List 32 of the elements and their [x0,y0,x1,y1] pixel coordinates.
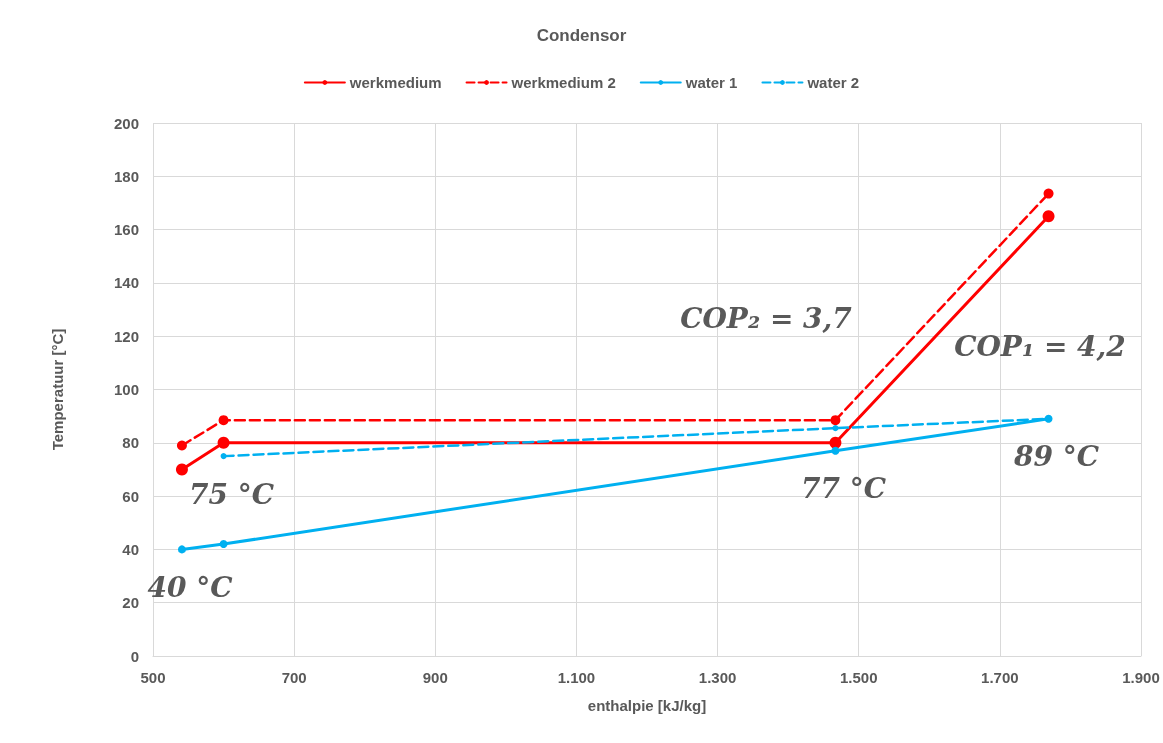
y-tick-label: 0 [130,647,139,665]
x-tick-label: 1.700 [981,669,1019,686]
x-tick-label: 1.500 [839,669,878,686]
x-axis-title: enthalpie [kJ/kg] [587,697,707,714]
annotation: 40 °C [147,570,234,604]
legend-label: werkmedium [348,74,442,91]
y-tick-label: 160 [113,221,139,239]
y-tick-label: 80 [122,434,139,452]
x-tick-label: 900 [422,669,448,686]
x-tick-label: 500 [140,669,166,686]
legend-label: water 1 [684,74,738,91]
y-tick-label: 100 [113,381,139,398]
y-tick-label: 40 [122,540,139,558]
annotation: 89 °C [1013,440,1100,474]
x-tick-label: 700 [281,669,307,686]
x-tick-label: 1.300 [698,669,737,686]
chart-title: Condensor [536,26,627,45]
y-tick-label: 120 [113,327,139,345]
y-tick-label: 60 [122,487,139,505]
annotation: COP₂ = 3,7 [680,301,853,335]
annotation: COP₁ = 4,2 [954,329,1126,363]
y-tick-label: 180 [113,167,139,185]
y-axis-title: Temperatuur [°C] [49,328,66,451]
legend-label: werkmedium 2 [510,74,616,91]
x-tick-label: 1.100 [557,669,596,686]
y-tick-label: 140 [113,274,139,292]
annotation: 75 °C [189,477,275,511]
x-tick-label: 1.900 [1122,669,1160,686]
y-tick-label: 20 [122,594,139,612]
legend-label: water 2 [806,74,860,91]
y-tick-label: 200 [113,114,139,132]
annotation: 77 °C [800,472,887,506]
